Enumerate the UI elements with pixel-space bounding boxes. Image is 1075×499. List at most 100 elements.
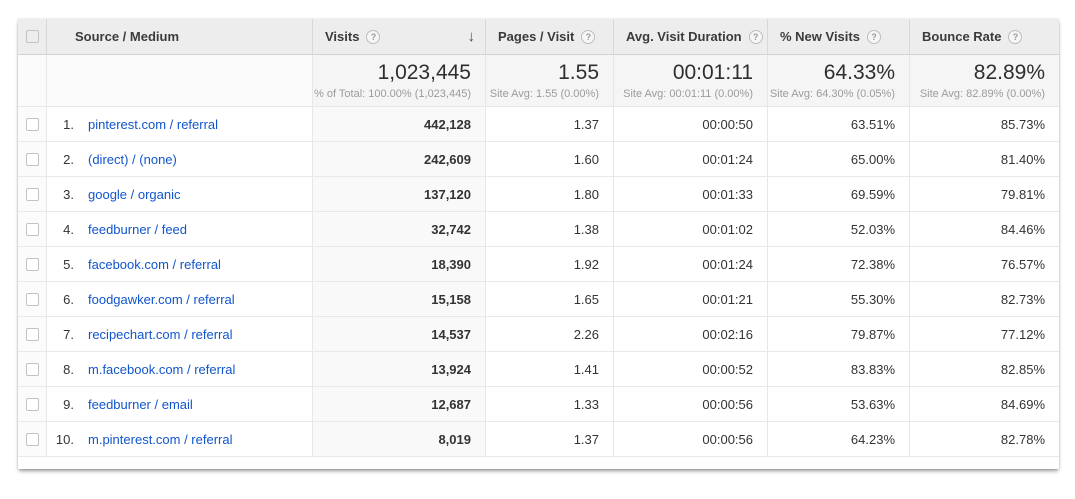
- source-link[interactable]: google / organic: [88, 186, 181, 202]
- source-link[interactable]: m.facebook.com / referral: [88, 361, 236, 377]
- row-checkbox[interactable]: [25, 362, 39, 376]
- source-link[interactable]: foodgawker.com / referral: [88, 291, 235, 307]
- source-cell: 4. feedburner / feed: [47, 212, 313, 246]
- row-index: 9.: [63, 396, 74, 412]
- bounce-rate-value: 82.78%: [1000, 431, 1045, 447]
- sort-descending-icon[interactable]: ↓: [467, 28, 476, 45]
- visits-value: 18,390: [313, 247, 486, 281]
- table-row: 6. foodgawker.com / referral 15,158 1.65…: [18, 282, 1059, 317]
- column-avg-visit-duration[interactable]: Avg. Visit Duration: [626, 29, 742, 44]
- row-checkbox-cell: [18, 107, 47, 141]
- pct-new-visits-value: 69.59%: [768, 177, 910, 211]
- bounce-avg: 82.89%: [973, 61, 1045, 85]
- column-bounce-rate[interactable]: Bounce Rate: [922, 29, 1002, 44]
- header-pct-new-visits-cell: % New Visits ?: [768, 19, 910, 54]
- table-header-row: Source / Medium Visits ? ↓ Pages / Visit…: [18, 19, 1059, 55]
- duration-avg: 00:01:11: [672, 61, 753, 85]
- bounce-rate-value: 79.81%: [1000, 186, 1045, 202]
- pages-per-visit-value: 1.41: [486, 352, 614, 386]
- source-link[interactable]: m.pinterest.com / referral: [88, 431, 233, 447]
- totals-source-cell: [47, 55, 313, 106]
- column-source-medium[interactable]: Source / Medium: [75, 29, 180, 44]
- avg-visit-duration-value: 00:00:52: [614, 352, 768, 386]
- pages-per-visit-value: 1.37: [486, 422, 614, 456]
- pages-per-visit-value: 2.26: [486, 317, 614, 351]
- avg-visit-duration-value: 00:02:16: [614, 317, 768, 351]
- source-medium-table: Source / Medium Visits ? ↓ Pages / Visit…: [18, 19, 1059, 457]
- bounce-rate-value: 77.12%: [1000, 326, 1045, 342]
- table-row: 7. recipechart.com / referral 14,537 2.2…: [18, 317, 1059, 352]
- pages-per-visit-value: 1.37: [486, 107, 614, 141]
- row-checkbox[interactable]: [25, 432, 39, 446]
- help-icon[interactable]: ?: [866, 29, 881, 44]
- visits-value: 32,742: [313, 212, 486, 246]
- pct-new-visits-value: 52.03%: [768, 212, 910, 246]
- row-checkbox[interactable]: [25, 257, 39, 271]
- row-index: 8.: [63, 361, 74, 377]
- totals-duration-cell: 00:01:11 Site Avg: 00:01:11 (0.00%): [614, 55, 768, 106]
- avg-visit-duration-value: 00:01:02: [614, 212, 768, 246]
- totals-checkbox-cell: [18, 55, 47, 106]
- visits-total: 1,023,445: [377, 61, 471, 85]
- help-icon[interactable]: ?: [366, 29, 381, 44]
- source-link[interactable]: (direct) / (none): [88, 151, 177, 167]
- pages-per-visit-value: 1.33: [486, 387, 614, 421]
- pages-per-visit-value: 1.65: [486, 282, 614, 316]
- row-checkbox[interactable]: [25, 327, 39, 341]
- bounce-rate-value: 82.73%: [1000, 291, 1045, 307]
- row-checkbox-cell: [18, 387, 47, 421]
- visits-total-subtext: % of Total: 100.00% (1,023,445): [314, 87, 471, 100]
- column-pct-new-visits[interactable]: % New Visits: [780, 29, 860, 44]
- source-link[interactable]: pinterest.com / referral: [88, 116, 219, 132]
- row-checkbox-cell: [18, 422, 47, 456]
- source-link[interactable]: feedburner / email: [88, 396, 193, 412]
- row-checkbox[interactable]: [25, 117, 39, 131]
- totals-visits-cell: 1,023,445 % of Total: 100.00% (1,023,445…: [313, 55, 486, 106]
- header-bounce-rate-cell: Bounce Rate ?: [910, 19, 1059, 54]
- visits-value: 242,609: [313, 142, 486, 176]
- source-cell: 6. foodgawker.com / referral: [47, 282, 313, 316]
- pages-per-visit-value: 1.38: [486, 212, 614, 246]
- source-link[interactable]: feedburner / feed: [88, 221, 188, 237]
- table-row: 5. facebook.com / referral 18,390 1.92 0…: [18, 247, 1059, 282]
- row-checkbox[interactable]: [25, 222, 39, 236]
- header-avg-visit-duration-cell: Avg. Visit Duration ?: [614, 19, 768, 54]
- totals-bounce-cell: 82.89% Site Avg: 82.89% (0.00%): [910, 55, 1059, 106]
- source-cell: 7. recipechart.com / referral: [47, 317, 313, 351]
- pct-new-visits-value: 55.30%: [768, 282, 910, 316]
- pct-new-visits-value: 65.00%: [768, 142, 910, 176]
- help-icon[interactable]: ?: [1008, 29, 1023, 44]
- help-icon[interactable]: ?: [748, 29, 763, 44]
- row-checkbox[interactable]: [25, 397, 39, 411]
- pct-new-visits-value: 64.23%: [768, 422, 910, 456]
- pct-new-visits-value: 53.63%: [768, 387, 910, 421]
- source-cell: 2. (direct) / (none): [47, 142, 313, 176]
- row-checkbox[interactable]: [25, 292, 39, 306]
- visits-value: 442,128: [313, 107, 486, 141]
- source-link[interactable]: facebook.com / referral: [88, 256, 221, 272]
- pages-per-visit-value: 1.92: [486, 247, 614, 281]
- column-pages-per-visit[interactable]: Pages / Visit: [498, 29, 575, 44]
- column-visits[interactable]: Visits: [325, 29, 360, 44]
- pages-per-visit-value: 1.80: [486, 177, 614, 211]
- pages-avg: 1.55: [558, 61, 599, 85]
- row-index: 6.: [63, 291, 74, 307]
- totals-new-visits-cell: 64.33% Site Avg: 64.30% (0.05%): [768, 55, 910, 106]
- row-checkbox[interactable]: [25, 187, 39, 201]
- avg-visit-duration-value: 00:01:24: [614, 247, 768, 281]
- help-icon[interactable]: ?: [581, 29, 596, 44]
- row-checkbox[interactable]: [25, 152, 39, 166]
- pages-per-visit-value: 1.60: [486, 142, 614, 176]
- row-checkbox-cell: [18, 352, 47, 386]
- avg-visit-duration-value: 00:01:21: [614, 282, 768, 316]
- table-row: 3. google / organic 137,120 1.80 00:01:3…: [18, 177, 1059, 212]
- row-index: 2.: [63, 151, 74, 167]
- row-index: 1.: [63, 116, 74, 132]
- source-cell: 8. m.facebook.com / referral: [47, 352, 313, 386]
- bounce-rate-value: 85.73%: [1000, 116, 1045, 132]
- select-all-checkbox[interactable]: [25, 30, 39, 43]
- source-link[interactable]: recipechart.com / referral: [88, 326, 233, 342]
- row-index: 7.: [63, 326, 74, 342]
- bounce-avg-subtext: Site Avg: 82.89% (0.00%): [919, 87, 1045, 100]
- bounce-rate-value: 81.40%: [1000, 151, 1045, 167]
